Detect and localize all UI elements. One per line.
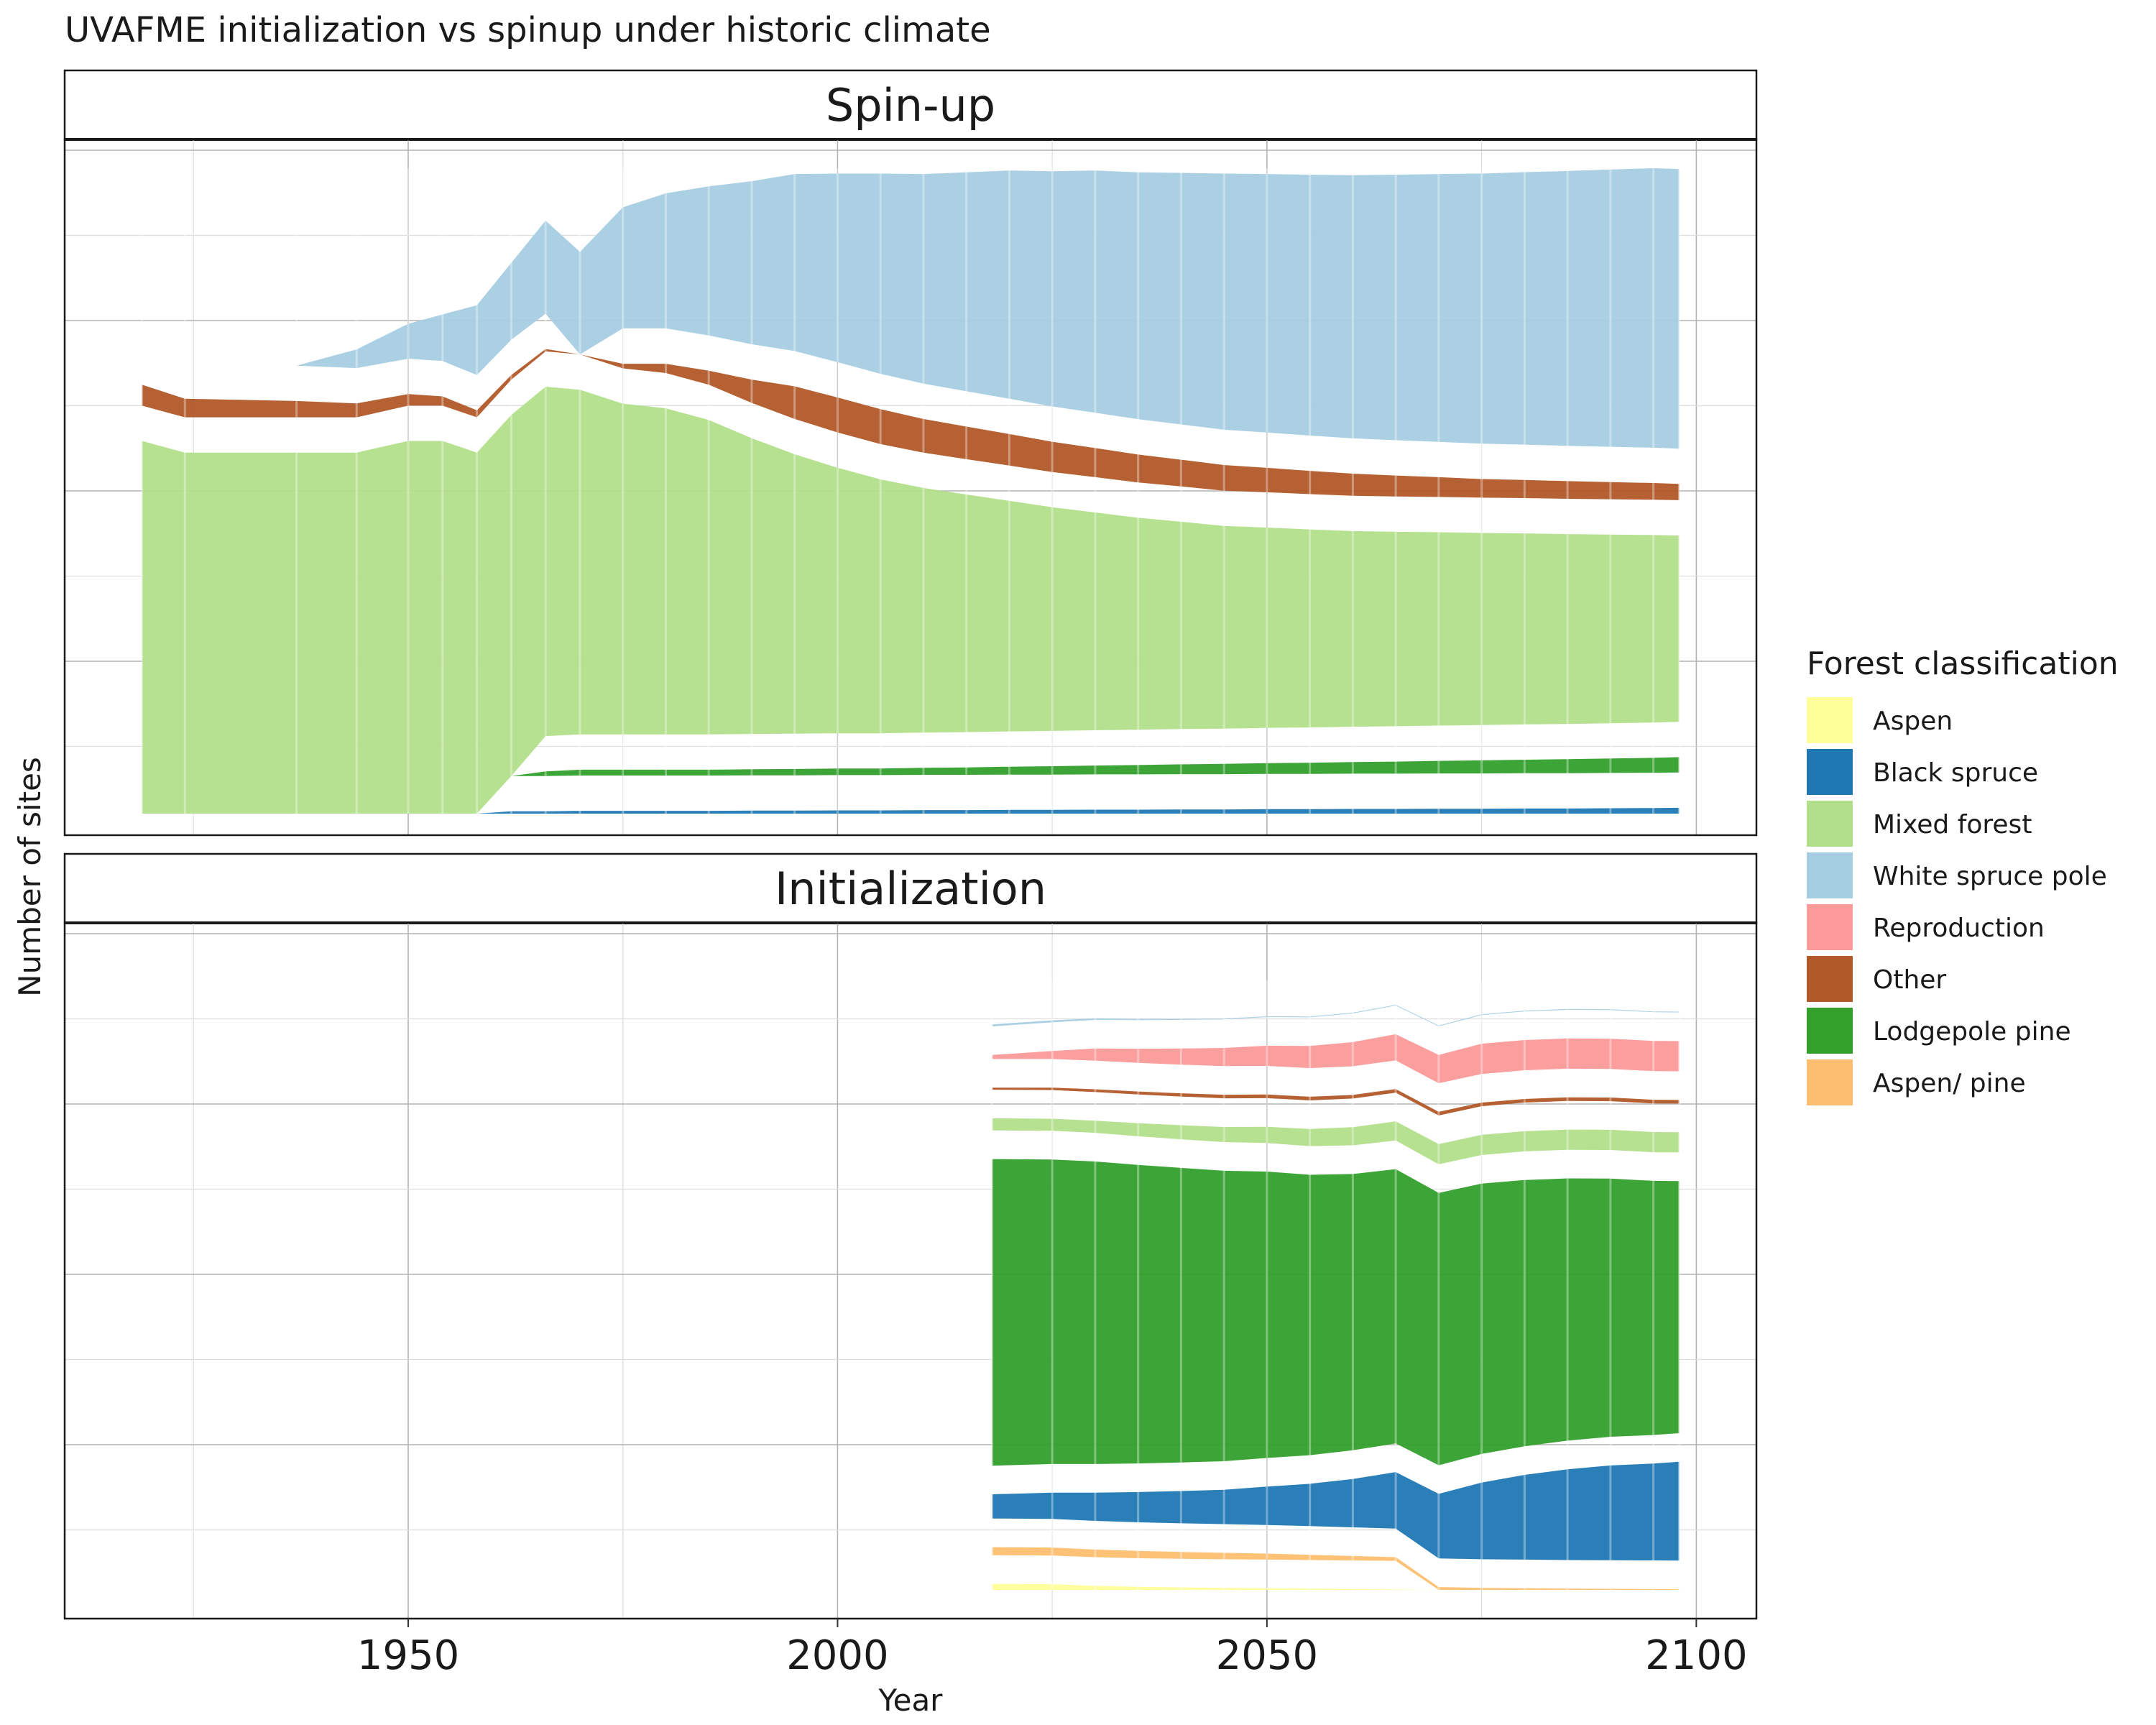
panel-initialization: Initialization [63,852,1758,1620]
legend-swatch-aspen-pine [1807,1059,1853,1105]
flow-lodgepole-pine-spinup [142,757,1680,814]
panel-label-initialization: Initialization [775,862,1046,915]
flow-black-spruce-spinup [142,807,1680,814]
flow-white-spruce-pole-spinup [142,168,1680,449]
panel-label-spinup: Spin-up [826,79,995,132]
legend-swatch-black-spruce [1807,749,1853,795]
legend-label-reproduction: Reproduction [1873,914,2045,943]
flow-reproduction-init [992,1034,1680,1084]
flows-spinup [141,168,1680,814]
flow-other-init [992,1087,1680,1116]
legend: Forest classification Aspen Black spruce M… [1807,645,2119,1105]
x-tick-label: 2000 [786,1632,889,1679]
legend-label-other: Other [1873,965,1946,995]
legend-label-lodgepole-pine: Lodgepole pine [1873,1017,2071,1046]
panel-strip-spinup [63,69,1758,141]
y-axis-label: Number of sites [12,757,47,997]
chart-title: UVAFME initialization vs spinup under hi… [65,10,991,50]
panel-strip-initialization [63,852,1758,924]
plot-frame-initialization [63,921,1758,1620]
legend-swatch-aspen [1807,697,1853,743]
legend-swatch-lodgepole-pine [1807,1008,1853,1054]
legend-swatch-other [1807,956,1853,1002]
x-tick-label: 2050 [1216,1632,1319,1679]
legend-swatch-mixed-forest [1807,801,1853,847]
legend-swatch-reproduction [1807,904,1853,950]
x-axis-ticks: 1950 2000 2050 2100 [357,1619,1748,1679]
flow-other-spinup [142,349,1680,500]
flow-aspen-init [992,1583,1680,1590]
flow-mixed-forest-spinup [142,387,1680,814]
flow-lodgepole-pine-init [992,1159,1680,1466]
flow-aspen-pine-init [992,1547,1680,1590]
panel-spinup: Spin-up [63,69,1758,837]
x-tick-label: 2100 [1645,1632,1748,1679]
flow-mixed-forest-init [992,1118,1680,1164]
flow-black-spruce-init [992,1461,1680,1561]
legend-label-aspen: Aspen [1873,707,1953,736]
legend-title: Forest classification [1807,645,2119,682]
plot-frame-spinup [63,138,1758,837]
legend-swatch-white-spruce-pole [1807,852,1853,898]
legend-label-mixed-forest: Mixed forest [1873,810,2032,840]
legend-label-white-spruce-pole: White spruce pole [1873,862,2107,891]
x-axis-label: Year [878,1683,944,1718]
x-tick-label: 1950 [357,1632,460,1679]
flows-initialization [991,980,1680,1590]
legend-label-aspen-pine: Aspen/ pine [1873,1069,2026,1098]
legend-label-black-spruce: Black spruce [1873,758,2038,788]
